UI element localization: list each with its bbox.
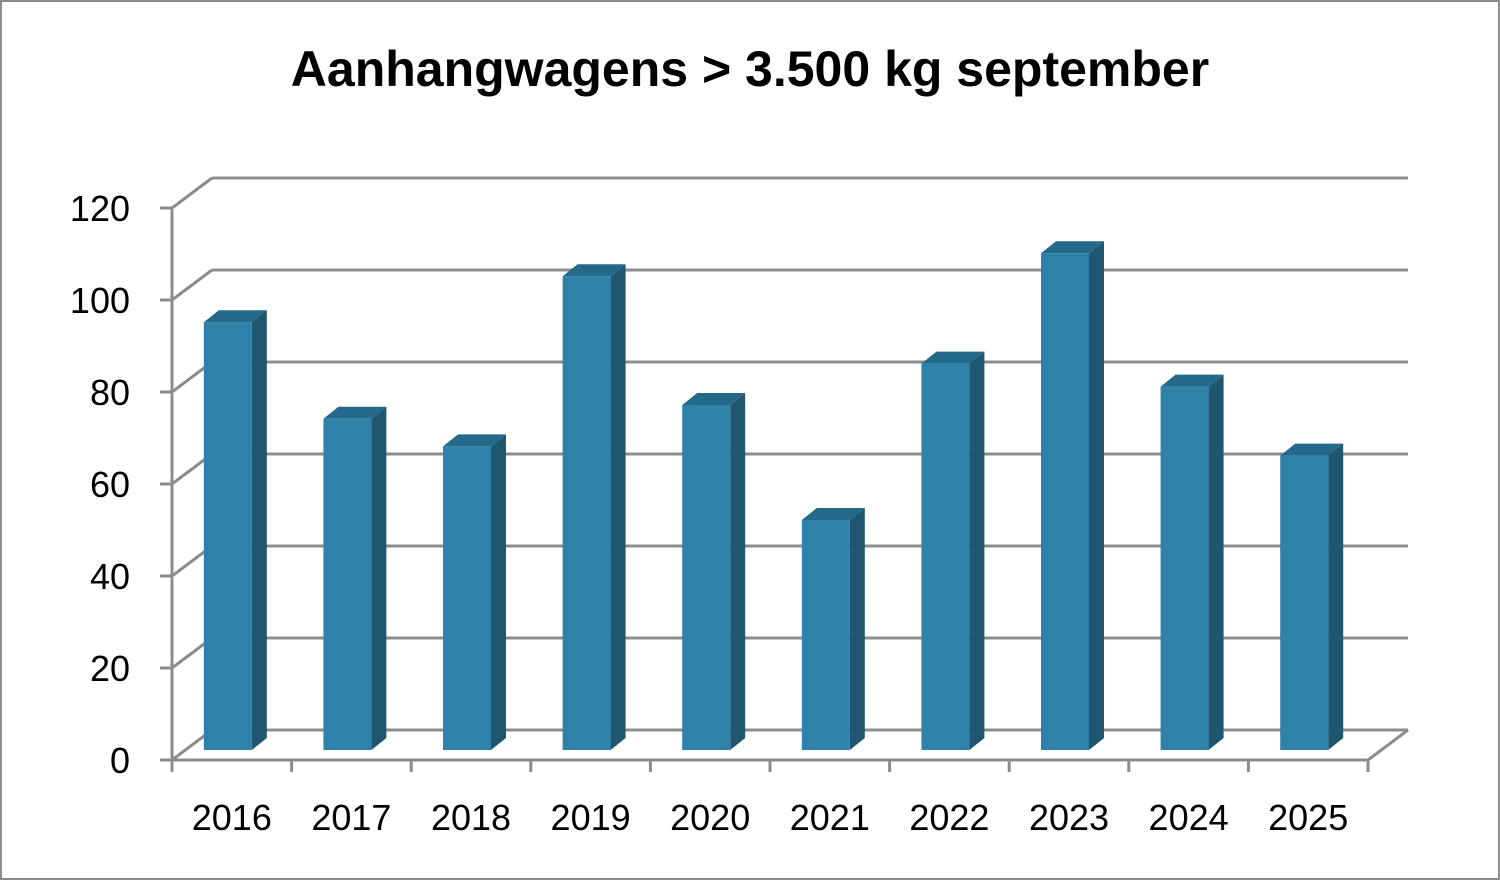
bar-2017 [323, 406, 387, 750]
bar-front [323, 418, 372, 750]
bar-top [921, 351, 985, 364]
bar-top [682, 393, 746, 405]
bar-top [323, 406, 387, 419]
bar-2021 [801, 508, 865, 750]
bar-side [1089, 241, 1104, 750]
bar-top [1160, 374, 1224, 387]
bar-front [562, 276, 611, 750]
y-tick-label: 60 [90, 464, 130, 505]
bar-2018 [443, 434, 506, 750]
bar-front [1160, 386, 1209, 750]
gridline-diagonal [171, 176, 213, 210]
bar-2019 [562, 264, 626, 750]
x-tick-label: 2020 [670, 797, 750, 838]
tick-labels: 0 20 40 60 80 100 120 2016 2017 2018 2019 2020 2021 2… [70, 188, 1348, 838]
bar-2020 [682, 393, 746, 750]
bar-front [921, 363, 970, 750]
bar-side [610, 264, 626, 750]
bar-front [1041, 253, 1089, 750]
x-tick-label: 2025 [1268, 797, 1348, 838]
axes [160, 206, 1409, 772]
bar-2025 [1280, 443, 1344, 750]
bar-front [801, 520, 850, 750]
bar-2016 [203, 310, 267, 750]
bar-side [491, 434, 506, 750]
bar-top [562, 264, 626, 277]
bar-side [1208, 374, 1224, 750]
bar-side [251, 310, 267, 750]
bar-top [203, 310, 267, 323]
bar-2024 [1160, 374, 1224, 750]
floor-edge [1367, 728, 1409, 762]
x-tick-label: 2024 [1149, 797, 1229, 838]
bar-top [801, 508, 865, 520]
x-tick-label: 2018 [431, 797, 511, 838]
bar-2022 [921, 351, 985, 750]
y-tick-label: 20 [90, 648, 130, 689]
x-tick-label: 2017 [311, 797, 391, 838]
chart-title: Aanhangwagens > 3.500 kg september [290, 41, 1210, 97]
y-tick-label: 0 [110, 740, 130, 781]
bar-front [443, 446, 491, 750]
gridline-diagonal [171, 268, 213, 302]
bar-side [969, 351, 985, 750]
x-tick-label: 2023 [1029, 797, 1109, 838]
y-tick-label: 80 [90, 372, 130, 413]
bar-front [1280, 455, 1329, 750]
bar-2023 [1041, 241, 1104, 750]
x-tick-label: 2019 [551, 797, 631, 838]
y-tick-label: 40 [90, 556, 130, 597]
bar-front [682, 405, 731, 750]
x-tick-label: 2021 [790, 797, 870, 838]
bars [203, 241, 1344, 750]
y-tick-label: 100 [70, 280, 130, 321]
bar-side [849, 508, 865, 750]
bar-top [1280, 443, 1344, 456]
bar-side [1328, 443, 1344, 750]
bar-top [443, 434, 506, 447]
bar-side [730, 393, 746, 750]
y-tick-label: 120 [70, 188, 130, 229]
bar-side [371, 406, 387, 750]
x-tick-label: 2016 [192, 797, 272, 838]
bar-front [203, 322, 252, 750]
x-tick-label: 2022 [909, 797, 989, 838]
bar-top [1041, 241, 1104, 254]
